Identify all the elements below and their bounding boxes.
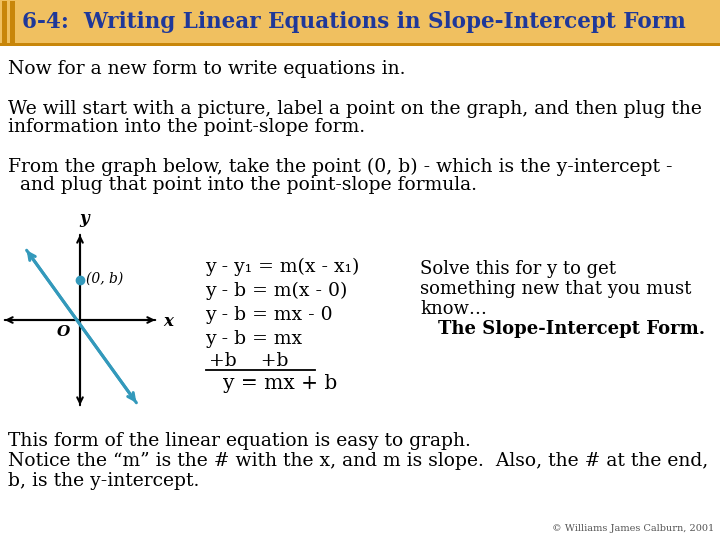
Text: We will start with a picture, label a point on the graph, and then plug the: We will start with a picture, label a po… [8, 100, 702, 118]
Text: information into the point-slope form.: information into the point-slope form. [8, 118, 365, 136]
Text: (0, b): (0, b) [86, 272, 123, 286]
Text: something new that you must: something new that you must [420, 280, 691, 298]
Bar [2, 1, 7, 43]
Text: Now for a new form to write equations in.: Now for a new form to write equations in… [8, 60, 405, 78]
Text: From the graph below, take the point (0, b) - which is the y-intercept -: From the graph below, take the point (0,… [8, 158, 672, 176]
Text: The Slope-Intercept Form.: The Slope-Intercept Form. [438, 320, 705, 338]
Text: b, is the y-intercept.: b, is the y-intercept. [8, 472, 199, 490]
Bar [10, 1, 15, 43]
Text: y - b = m(x - 0): y - b = m(x - 0) [205, 282, 347, 300]
Text: y - b = mx: y - b = mx [205, 330, 302, 348]
Text: Notice the “m” is the # with the x, and m is slope.  Also, the # at the end,: Notice the “m” is the # with the x, and … [8, 452, 708, 470]
Text: and plug that point into the point-slope formula.: and plug that point into the point-slope… [8, 176, 477, 194]
Text: 6-4:  Writing Linear Equations in Slope-Intercept Form: 6-4: Writing Linear Equations in Slope-I… [22, 11, 685, 33]
Text: y - b = mx - 0: y - b = mx - 0 [205, 306, 333, 324]
Text: y = mx + b: y = mx + b [223, 374, 337, 393]
Text: +b    +b: +b +b [209, 352, 289, 370]
Bar [0, 0, 720, 44]
Text: O: O [57, 325, 70, 339]
Text: © Williams James Calburn, 2001: © Williams James Calburn, 2001 [552, 524, 714, 533]
Text: x: x [163, 314, 173, 330]
Text: know…: know… [420, 300, 487, 318]
Text: y - y₁ = m(x - x₁): y - y₁ = m(x - x₁) [205, 258, 359, 276]
Text: y: y [79, 210, 89, 227]
Text: This form of the linear equation is easy to graph.: This form of the linear equation is easy… [8, 432, 471, 450]
Text: Solve this for y to get: Solve this for y to get [420, 260, 616, 278]
Bar [0, 43, 720, 46]
